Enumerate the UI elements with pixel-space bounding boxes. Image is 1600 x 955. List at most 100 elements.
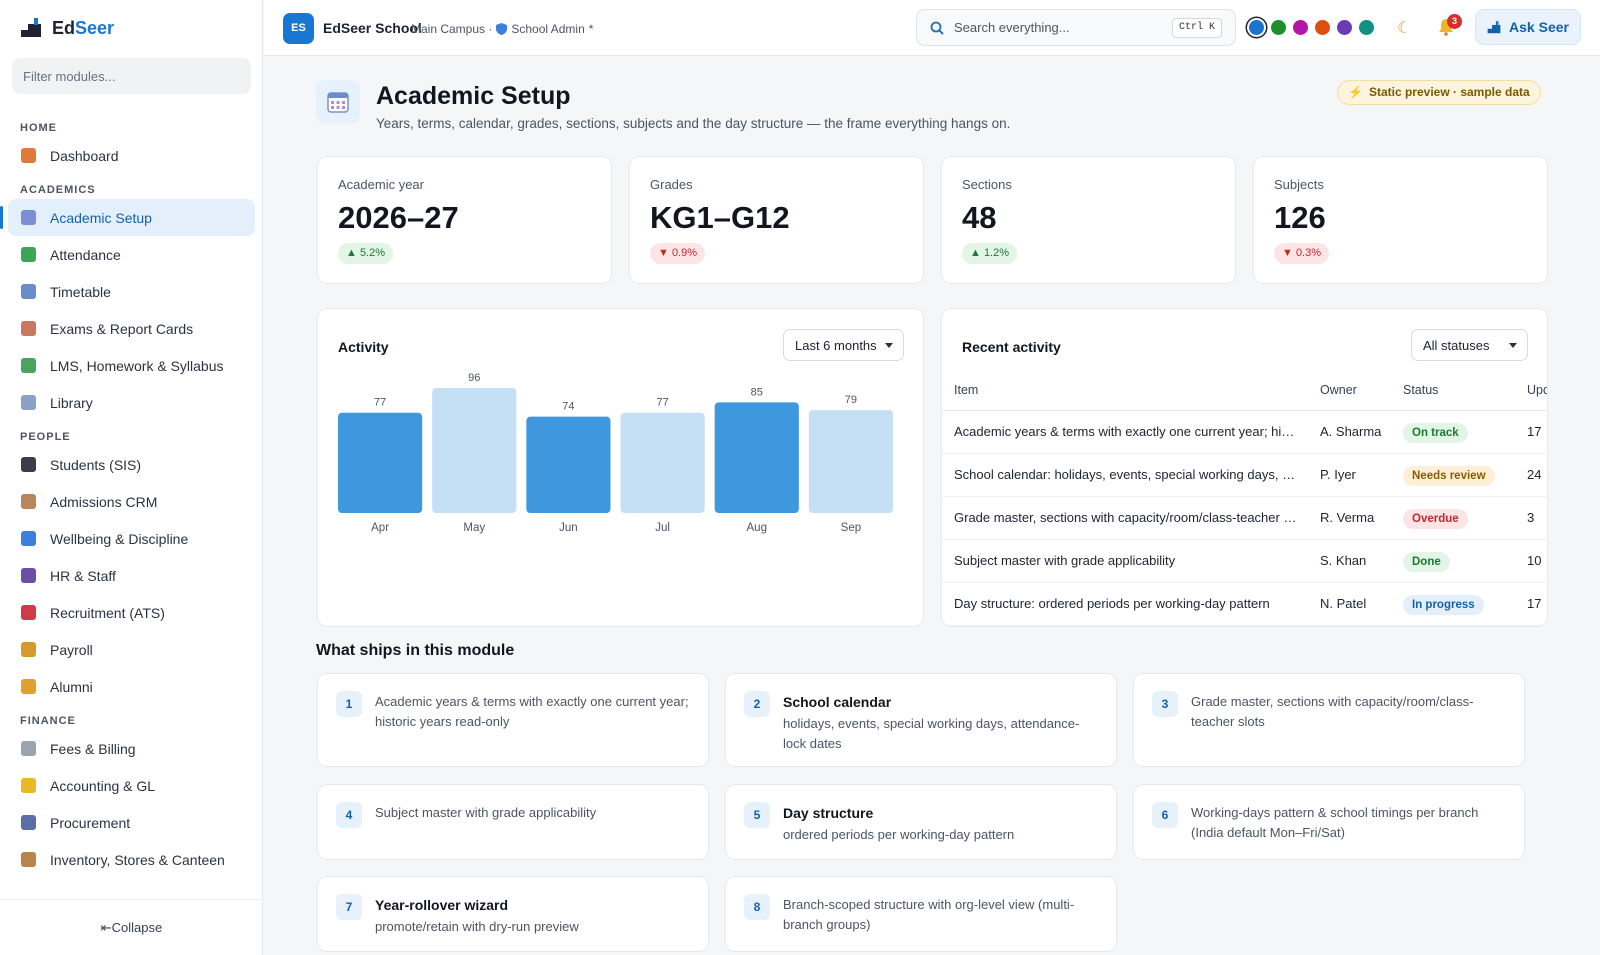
bar-value-label: 74 bbox=[562, 401, 574, 413]
theme-swatch[interactable] bbox=[1359, 20, 1374, 35]
kpi-value: 126 bbox=[1274, 200, 1326, 235]
bar-aug[interactable] bbox=[714, 402, 799, 513]
filter-modules-input[interactable] bbox=[12, 58, 251, 94]
sidebar-item-accounting-gl[interactable]: Accounting & GL bbox=[8, 767, 255, 804]
sidebar-item-procurement[interactable]: Procurement bbox=[8, 804, 255, 841]
feature-number: 6 bbox=[1152, 802, 1178, 828]
feature-text: School calendar holidays, events, special… bbox=[783, 692, 1098, 754]
sidebar-item-alumni[interactable]: Alumni bbox=[8, 668, 255, 705]
sidebar-item-wellbeing-discipline[interactable]: Wellbeing & Discipline bbox=[8, 520, 255, 557]
sidebar-item-inventory-stores-canteen[interactable]: Inventory, Stores & Canteen bbox=[8, 841, 255, 878]
sidebar-item-exams-report-cards[interactable]: Exams & Report Cards bbox=[8, 310, 255, 347]
sidebar-item-label: Dashboard bbox=[50, 147, 119, 164]
feature-text: Grade master, sections with capacity/roo… bbox=[1191, 692, 1506, 732]
column-header[interactable]: Status bbox=[1403, 383, 1439, 397]
item-cell: School calendar: holidays, events, speci… bbox=[954, 467, 1299, 482]
collapse-button[interactable]: ⇤Collapse bbox=[0, 899, 263, 955]
bar-sep[interactable] bbox=[808, 410, 893, 513]
sidebar-item-payroll[interactable]: Payroll bbox=[8, 631, 255, 668]
feature-description: ordered periods per working-day pattern bbox=[783, 827, 1015, 842]
column-header[interactable]: Owner bbox=[1320, 383, 1357, 397]
calendar-icon bbox=[316, 80, 360, 124]
sidebar-item-fees-billing[interactable]: Fees & Billing bbox=[8, 730, 255, 767]
theme-swatch[interactable] bbox=[1315, 20, 1330, 35]
feature-card: 5 Day structure ordered periods per workin… bbox=[725, 784, 1117, 860]
table-row[interactable]: School calendar: holidays, events, speci… bbox=[942, 454, 1547, 497]
table-row[interactable]: Subject master with grade applicability S… bbox=[942, 540, 1547, 583]
school-name[interactable]: EdSeer School bbox=[323, 20, 422, 36]
kpi-card-grades: Grades KG1–G12 ▼ 0.9% bbox=[629, 156, 924, 284]
sidebar-item-attendance[interactable]: Attendance bbox=[8, 236, 255, 273]
theme-swatch[interactable] bbox=[1271, 20, 1286, 35]
sidebar-item-students-sis[interactable]: Students (SIS) bbox=[8, 446, 255, 483]
sidebar-item-timetable[interactable]: Timetable bbox=[8, 273, 255, 310]
bar-value-label: 77 bbox=[656, 397, 668, 409]
owner-cell: S. Khan bbox=[1320, 553, 1367, 568]
sidebar-item-recruitment-ats[interactable]: Recruitment (ATS) bbox=[8, 594, 255, 631]
sidebar-item-hr-staff[interactable]: HR & Staff bbox=[8, 557, 255, 594]
theme-swatch[interactable] bbox=[1249, 20, 1264, 35]
feature-heading: School calendar bbox=[783, 694, 892, 710]
bar-jul[interactable] bbox=[620, 412, 705, 513]
global-search[interactable]: Ctrl K bbox=[916, 9, 1236, 46]
role-marker: * bbox=[588, 22, 594, 36]
theme-swatch[interactable] bbox=[1337, 20, 1352, 35]
preview-badge: ⚡ Static preview · sample data bbox=[1337, 80, 1541, 105]
bar-may[interactable] bbox=[432, 388, 517, 513]
owner-cell: R. Verma bbox=[1320, 510, 1375, 525]
calendar-icon bbox=[21, 284, 36, 299]
school-avatar[interactable]: ES bbox=[283, 13, 314, 44]
recent-activity-card: Recent activity All statuses Item Owner St… bbox=[941, 308, 1548, 627]
status-badge: Overdue bbox=[1403, 508, 1468, 529]
sidebar-item-label: Admissions CRM bbox=[50, 493, 158, 510]
table-row[interactable]: Grade master, sections with capacity/roo… bbox=[942, 497, 1547, 540]
sidebar-item-label: Academic Setup bbox=[50, 209, 152, 226]
topbar: ES EdSeer School Main Campus · School Ad… bbox=[264, 0, 1600, 56]
status-filter-select[interactable]: All statuses bbox=[1411, 329, 1528, 361]
table-row[interactable]: Academic years & terms with exactly one … bbox=[942, 411, 1547, 454]
column-header[interactable]: Item bbox=[954, 383, 979, 397]
theme-swatch[interactable] bbox=[1293, 20, 1308, 35]
feature-number: 3 bbox=[1152, 691, 1178, 717]
feature-number: 7 bbox=[336, 894, 362, 920]
ask-seer-button[interactable]: Ask Seer bbox=[1475, 9, 1581, 45]
sidebar-item-library[interactable]: Library bbox=[8, 384, 255, 421]
dark-mode-icon[interactable]: ☾ bbox=[1397, 20, 1412, 37]
sidebar-item-academic-setup[interactable]: Academic Setup bbox=[0, 199, 255, 236]
page-subtitle: Years, terms, calendar, grades, sections… bbox=[376, 116, 1011, 131]
sidebar-item-dashboard[interactable]: Dashboard bbox=[8, 137, 255, 174]
feature-text: Day structure ordered periods per working… bbox=[783, 803, 1098, 845]
bar-value-label: 96 bbox=[468, 372, 480, 384]
kpi-delta: ▼ 0.3% bbox=[1274, 243, 1330, 264]
feature-card: 7 Year-rollover wizard promote/retain with… bbox=[317, 876, 709, 952]
campus-context[interactable]: Main Campus · School Admin * bbox=[411, 22, 593, 36]
sidebar-item-admissions-crm[interactable]: Admissions CRM bbox=[8, 483, 255, 520]
brand-name-part2: Seer bbox=[75, 17, 115, 38]
brand-logo[interactable]: EdSeer bbox=[20, 17, 114, 39]
feature-description: Branch-scoped structure with org-level v… bbox=[783, 897, 1075, 932]
column-header[interactable]: Upd bbox=[1527, 383, 1548, 397]
bar-apr[interactable] bbox=[338, 412, 423, 513]
feature-description: Subject master with grade applicability bbox=[375, 805, 597, 820]
search-icon bbox=[930, 21, 944, 35]
book-icon bbox=[21, 395, 36, 410]
chevron-down-icon bbox=[885, 343, 893, 348]
notification-count-badge: 3 bbox=[1447, 14, 1462, 29]
feature-number: 2 bbox=[744, 691, 770, 717]
main-content: Academic Setup Years, terms, calendar, g… bbox=[264, 56, 1600, 955]
feature-card: 1 Academic years & terms with exactly one… bbox=[317, 673, 709, 767]
bar-jun[interactable] bbox=[526, 416, 611, 513]
sidebar-item-lms-homework-syllabus[interactable]: LMS, Homework & Syllabus bbox=[8, 347, 255, 384]
nav-section-title: FINANCE bbox=[20, 715, 76, 727]
sidebar-item-label: Payroll bbox=[50, 641, 93, 658]
range-select[interactable]: Last 6 months bbox=[783, 329, 904, 361]
item-cell: Academic years & terms with exactly one … bbox=[954, 424, 1299, 439]
nav-section-title: HOME bbox=[20, 122, 57, 134]
table-row[interactable]: Day structure: ordered periods per worki… bbox=[942, 583, 1547, 626]
status-badge: On track bbox=[1403, 422, 1468, 443]
status-badge: Needs review bbox=[1403, 465, 1495, 486]
updated-cell: 24 bbox=[1527, 467, 1542, 482]
kpi-label: Grades bbox=[650, 177, 693, 192]
search-input[interactable] bbox=[954, 20, 1174, 35]
feature-card: 8 Branch-scoped structure with org-level … bbox=[725, 876, 1117, 952]
